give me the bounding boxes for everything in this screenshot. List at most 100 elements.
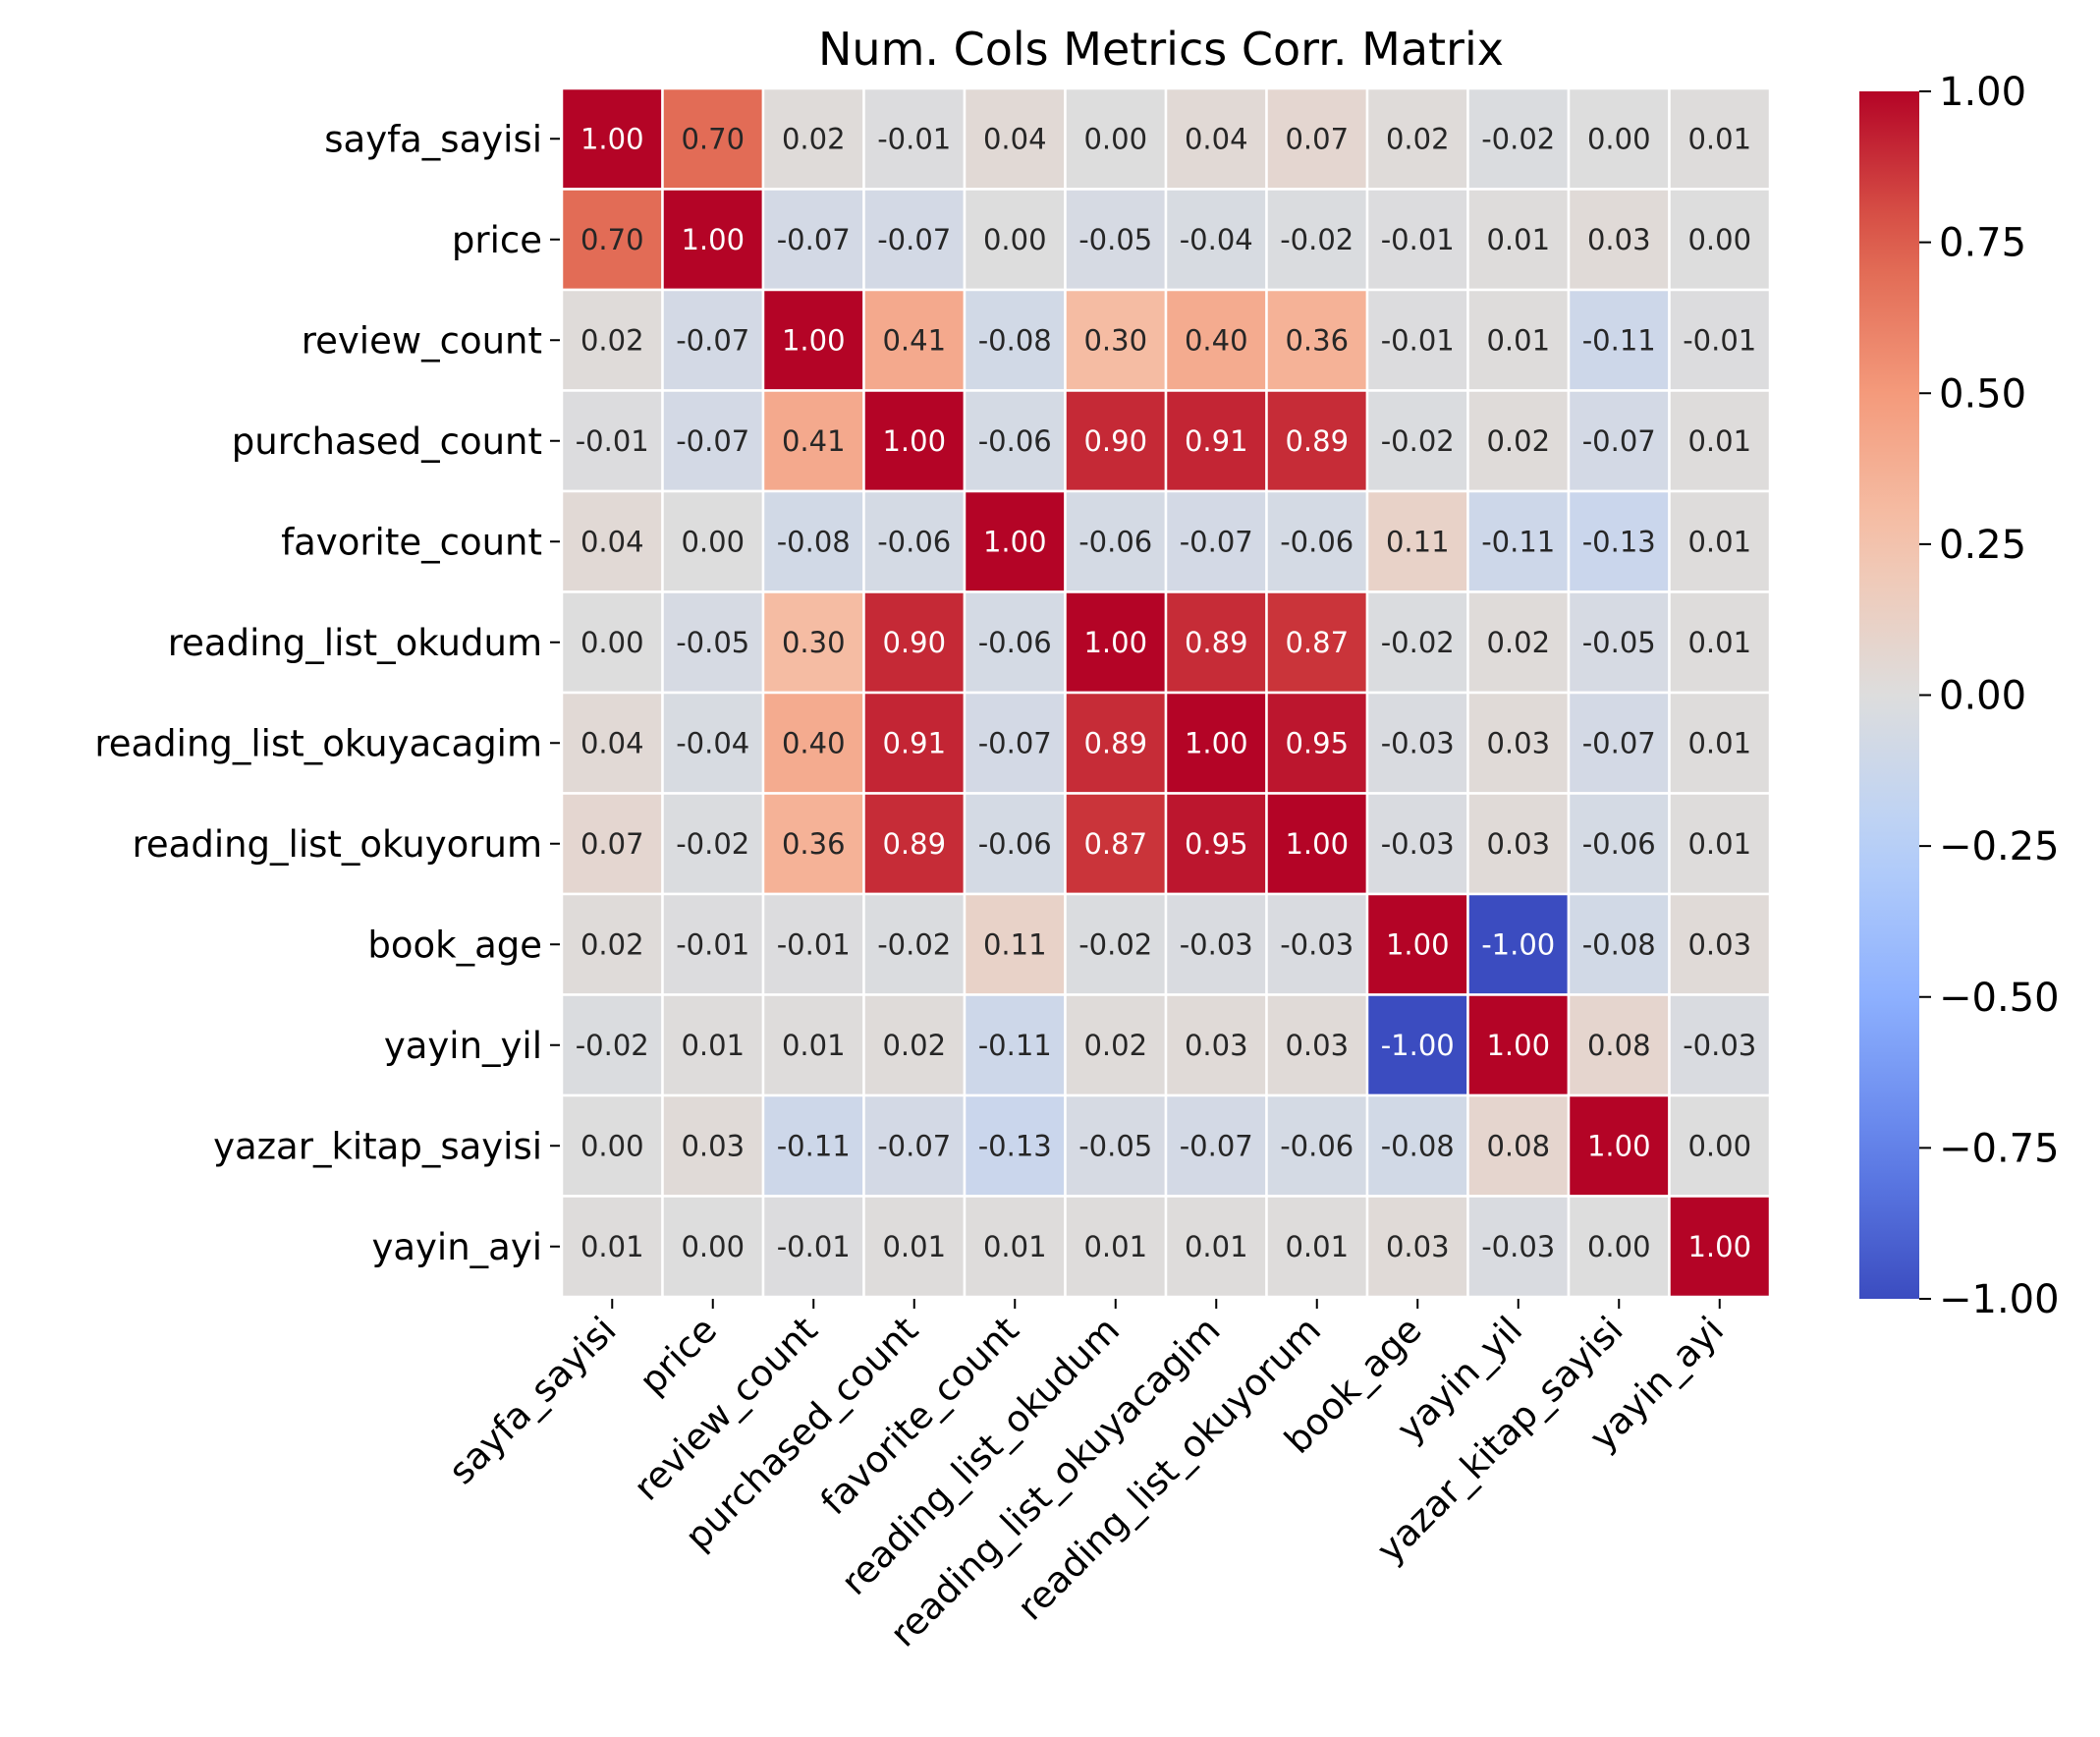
heatmap-cell-review-count-price	[661, 288, 765, 392]
heatmap-cell-review-count-yayin-ayi	[1668, 288, 1772, 392]
heatmap-cell-label: -0.01	[1381, 223, 1455, 256]
heatmap-cell-labels: 1.00 0.70 0.02 -0.01 0.04 0.00 0.04 0.07 0.02 -0.…	[576, 122, 1757, 1263]
heatmap-cell-purchased-count-reading-list-okuyacagim	[1164, 389, 1268, 493]
heatmap-cell-label: 0.03	[1386, 1230, 1450, 1263]
heatmap-cell-label: 0.03	[1185, 1029, 1248, 1062]
heatmap-cell-purchased-count-book-age	[1365, 389, 1469, 493]
heatmap-cell-label: 0.95	[1285, 726, 1349, 759]
y-tick-label-yayin-ayi: yayin_ayi	[371, 1226, 542, 1268]
heatmap-cell-yayin-ayi-yazar-kitap-sayisi	[1567, 1195, 1671, 1299]
colorbar: 1.00 0.75 0.50 0.25 0.00 −0.25 −0.50 −0.75 −1.00	[1859, 70, 2060, 1322]
heatmap-cell-label: -0.08	[1381, 1129, 1455, 1162]
heatmap-cell-price-reading-list-okudum	[1064, 188, 1168, 292]
heatmap-cell-label: 0.01	[1687, 525, 1751, 558]
heatmap-cell-label: 0.41	[882, 323, 946, 357]
heatmap-cell-label: 0.03	[1285, 1029, 1349, 1062]
heatmap-cell-reading-list-okudum-review-count	[761, 590, 865, 695]
heatmap-cell-label: 0.41	[782, 424, 846, 458]
heatmap-cell-yayin-yil-review-count	[761, 993, 865, 1097]
heatmap-cell-label: -0.07	[676, 424, 749, 458]
heatmap-cell-label: -0.07	[1582, 726, 1656, 759]
heatmap-cell-yayin-ayi-price	[661, 1195, 765, 1299]
heatmap-cell-book-age-reading-list-okuyacagim	[1164, 892, 1268, 996]
heatmap-cell-label: 0.01	[782, 1029, 846, 1062]
heatmap-cell-label: 0.04	[983, 122, 1047, 155]
heatmap-cell-label: 1.00	[882, 424, 946, 458]
y-tick-label-book-age: book_age	[367, 924, 542, 966]
heatmap-cell-label: 0.95	[1185, 827, 1248, 861]
heatmap-cell-label: 0.04	[580, 726, 644, 759]
heatmap-cell-review-count-reading-list-okudum	[1064, 288, 1168, 392]
heatmap-cell-label: -0.07	[1180, 1129, 1253, 1162]
heatmap-cell-yayin-ayi-purchased-count	[862, 1195, 967, 1299]
heatmap-cell-label: 0.03	[681, 1129, 745, 1162]
y-tick-label-purchased-count: purchased_count	[232, 420, 542, 463]
heatmap-cell-label: -0.01	[1381, 323, 1455, 357]
heatmap-cell-favorite-count-yazar-kitap-sayisi	[1567, 489, 1671, 593]
colorbar-tick-label: 0.50	[1939, 371, 2026, 417]
heatmap-cell-reading-list-okuyacagim-sayfa-sayisi	[560, 691, 664, 795]
heatmap-cell-label: 0.00	[1083, 122, 1147, 155]
heatmap-cell-yayin-yil-sayfa-sayisi	[560, 993, 664, 1097]
heatmap-cell-yazar-kitap-sayisi-favorite-count	[963, 1093, 1067, 1198]
heatmap-cell-label: 0.40	[782, 726, 846, 759]
heatmap-cell-label: 0.00	[1687, 223, 1751, 256]
colorbar-tick-label: 0.25	[1939, 523, 2026, 568]
heatmap-cell-price-yazar-kitap-sayisi	[1567, 188, 1671, 292]
heatmap-cell-label: -0.02	[1381, 424, 1455, 458]
heatmap-cell-favorite-count-yayin-ayi	[1668, 489, 1772, 593]
heatmap-cell-yayin-ayi-sayfa-sayisi	[560, 1195, 664, 1299]
heatmap-cell-label: 0.01	[983, 1230, 1047, 1263]
heatmap-cell-yayin-yil-reading-list-okuyacagim	[1164, 993, 1268, 1097]
heatmap-cell-label: 0.07	[580, 827, 644, 861]
y-tick-label-favorite-count: favorite_count	[281, 521, 542, 563]
heatmap-cell-favorite-count-purchased-count	[862, 489, 967, 593]
heatmap-cell-label: 0.01	[1083, 1230, 1147, 1263]
heatmap-cell-label: 0.00	[983, 223, 1047, 256]
heatmap-cell-label: 1.00	[1083, 626, 1147, 659]
heatmap-cell-label: 0.02	[580, 927, 644, 961]
colorbar-tick-label: 0.75	[1939, 221, 2026, 266]
heatmap-cell-label: 0.00	[1587, 1230, 1651, 1263]
heatmap-cell-label: 0.08	[1486, 1129, 1550, 1162]
colorbar-tick-label: 0.00	[1939, 674, 2026, 719]
y-tick-label-yazar-kitap-sayisi: yazar_kitap_sayisi	[213, 1125, 542, 1167]
heatmap-cell-yayin-ayi-yayin-ayi	[1668, 1195, 1772, 1299]
heatmap-cell-label: -0.06	[1078, 525, 1152, 558]
heatmap-cell-label: -0.06	[1582, 827, 1656, 861]
heatmap-cell-label: -0.06	[978, 424, 1052, 458]
heatmap-cell-label: 0.01	[1185, 1230, 1248, 1263]
heatmap-cell-label: -0.01	[576, 424, 649, 458]
heatmap-cell-label: 0.02	[1386, 122, 1450, 155]
heatmap-cell-label: -0.03	[1381, 827, 1455, 861]
colorbar-tick-label: −0.25	[1939, 824, 2060, 869]
heatmap-cell-label: -0.06	[978, 626, 1052, 659]
heatmap-cell-label: -0.06	[877, 525, 951, 558]
heatmap-cell-reading-list-okuyacagim-book-age	[1365, 691, 1469, 795]
heatmap-cell-label: 1.00	[1687, 1230, 1751, 1263]
heatmap-cell-label: -0.07	[877, 223, 951, 256]
heatmap-cell-label: -0.01	[877, 122, 951, 155]
heatmap-cell-label: 0.89	[882, 827, 946, 861]
heatmap-cell-reading-list-okudum-yayin-ayi	[1668, 590, 1772, 695]
heatmap-cell-label: 0.04	[580, 525, 644, 558]
heatmap-cell-label: -0.02	[576, 1029, 649, 1062]
heatmap-cell-reading-list-okuyorum-book-age	[1365, 792, 1469, 896]
heatmap-cell-label: 0.02	[1083, 1029, 1147, 1062]
heatmap-cell-label: -0.07	[676, 323, 749, 357]
heatmap-cell-purchased-count-yazar-kitap-sayisi	[1567, 389, 1671, 493]
heatmap-cell-label: -0.11	[777, 1129, 851, 1162]
y-tick-label-reading-list-okuyacagim: reading_list_okuyacagim	[94, 722, 542, 764]
heatmap-cell-label: 0.01	[882, 1230, 946, 1263]
heatmap-cell-reading-list-okudum-reading-list-okuyorum	[1265, 590, 1369, 695]
heatmap-cell-label: 0.90	[882, 626, 946, 659]
heatmap-cell-reading-list-okuyorum-price	[661, 792, 765, 896]
heatmap-cell-label: -0.01	[777, 927, 851, 961]
heatmap-cell-label: 0.01	[1687, 122, 1751, 155]
heatmap-cell-label: 0.89	[1285, 424, 1349, 458]
heatmap-cell-label: -0.01	[777, 1230, 851, 1263]
heatmap-cell-yazar-kitap-sayisi-reading-list-okuyorum	[1265, 1093, 1369, 1198]
heatmap-cell-yayin-yil-favorite-count	[963, 993, 1067, 1097]
heatmap-cell-label: 0.36	[782, 827, 846, 861]
